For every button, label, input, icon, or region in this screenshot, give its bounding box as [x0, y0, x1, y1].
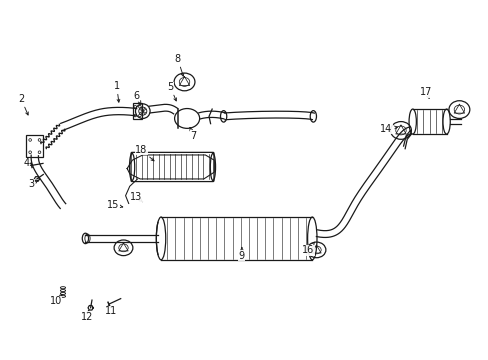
Text: 18: 18	[135, 145, 154, 161]
Text: 6: 6	[133, 90, 141, 104]
Text: 10: 10	[49, 294, 62, 306]
Text: 1: 1	[113, 81, 120, 102]
Text: 3: 3	[29, 179, 38, 189]
Text: 17: 17	[419, 87, 431, 98]
Text: 13: 13	[130, 192, 142, 202]
Text: 2: 2	[18, 94, 28, 115]
Bar	[26, 135, 43, 157]
Text: 7: 7	[189, 127, 196, 141]
Text: 9: 9	[238, 247, 244, 261]
Text: 4: 4	[23, 158, 33, 168]
Text: 11: 11	[105, 306, 118, 316]
Text: 12: 12	[81, 310, 93, 321]
Text: 15: 15	[107, 200, 122, 210]
Text: 16: 16	[302, 242, 314, 255]
Text: 8: 8	[174, 54, 183, 76]
Text: 5: 5	[167, 82, 176, 101]
Bar	[133, 103, 142, 119]
Text: 14: 14	[380, 124, 397, 134]
